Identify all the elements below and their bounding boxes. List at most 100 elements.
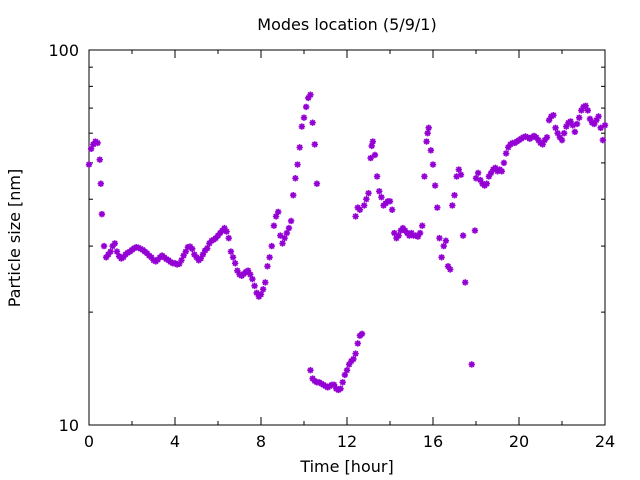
data-point: [105, 251, 112, 258]
data-point: [212, 234, 220, 242]
data-point: [571, 128, 579, 136]
data-point: [277, 232, 284, 239]
data-point: [459, 232, 467, 239]
data-point: [498, 168, 505, 175]
data-point: [307, 367, 314, 374]
data-point: [251, 282, 258, 290]
data-point: [477, 176, 484, 184]
data-point: [591, 120, 598, 128]
y-tick-label: 100: [48, 41, 79, 60]
data-point: [249, 275, 256, 283]
data-point: [444, 263, 452, 270]
data-point: [533, 134, 540, 141]
data-point: [419, 222, 426, 229]
data-point: [395, 232, 402, 239]
data-point: [176, 260, 183, 268]
data-point: [423, 138, 430, 145]
data-point: [98, 210, 106, 218]
data-point: [556, 134, 564, 141]
data-point: [406, 232, 413, 239]
data-point: [483, 180, 490, 187]
data-point: [330, 381, 338, 388]
x-tick-label: 20: [509, 432, 529, 451]
data-point: [487, 169, 495, 177]
data-point: [107, 248, 114, 255]
data-point: [378, 194, 385, 201]
data-point: [365, 190, 372, 197]
data-point: [309, 119, 316, 126]
data-point: [109, 242, 116, 250]
data-point: [120, 254, 127, 261]
data-point: [313, 180, 321, 187]
data-point: [520, 134, 527, 141]
data-point: [296, 144, 303, 151]
data-point: [371, 151, 379, 159]
data-point: [352, 213, 359, 220]
data-point: [341, 371, 349, 379]
data-point: [455, 166, 462, 173]
data-point: [298, 123, 306, 130]
data-point: [270, 222, 278, 229]
data-point: [234, 267, 241, 274]
data-point: [294, 161, 301, 168]
y-tick-label: 10: [59, 416, 79, 435]
data-point: [599, 136, 607, 144]
data-point: [442, 237, 450, 244]
data-point: [182, 248, 189, 255]
data-point: [111, 240, 118, 247]
data-point: [113, 248, 121, 255]
data-point: [90, 141, 97, 148]
data-point: [343, 367, 351, 374]
data-point: [543, 134, 551, 141]
data-point: [502, 150, 510, 157]
data-point: [401, 227, 409, 234]
data-point: [229, 254, 237, 261]
data-point: [272, 213, 280, 220]
data-point: [350, 355, 357, 363]
data-point: [87, 145, 95, 153]
data-point: [554, 129, 561, 137]
data-point: [247, 271, 254, 278]
data-point: [216, 229, 224, 237]
data-point: [309, 375, 316, 382]
data-point: [262, 279, 269, 286]
data-point: [474, 169, 482, 177]
data-point: [431, 182, 439, 189]
data-point: [352, 350, 359, 357]
data-point: [436, 234, 443, 242]
data-point: [96, 156, 103, 163]
data-point: [416, 229, 424, 237]
x-tick-label: 0: [84, 432, 94, 451]
data-point: [85, 161, 93, 168]
data-point: [558, 136, 566, 144]
data-point: [429, 161, 437, 168]
data-point: [485, 173, 493, 180]
data-point: [180, 252, 187, 259]
data-point: [337, 385, 344, 392]
data-point: [268, 242, 275, 250]
data-point: [404, 229, 411, 237]
data-point: [451, 192, 458, 199]
data-point: [223, 228, 230, 235]
data-point: [550, 112, 557, 119]
data-point: [373, 173, 381, 180]
data-point: [204, 245, 211, 252]
data-point: [535, 136, 542, 144]
data-point: [148, 254, 155, 261]
data-point: [178, 257, 185, 264]
data-point: [391, 229, 398, 237]
x-tick-label: 4: [170, 432, 180, 451]
data-point: [369, 138, 376, 145]
data-point: [281, 234, 288, 242]
data-point: [492, 164, 499, 172]
data-point: [279, 240, 286, 247]
data-point: [214, 232, 222, 239]
data-point: [197, 255, 204, 262]
data-point: [408, 229, 415, 237]
data-point: [449, 202, 456, 209]
x-tick-label: 24: [595, 432, 615, 451]
data-point: [193, 254, 200, 261]
data-point: [292, 175, 299, 182]
data-point: [221, 224, 228, 232]
data-point: [576, 114, 583, 121]
